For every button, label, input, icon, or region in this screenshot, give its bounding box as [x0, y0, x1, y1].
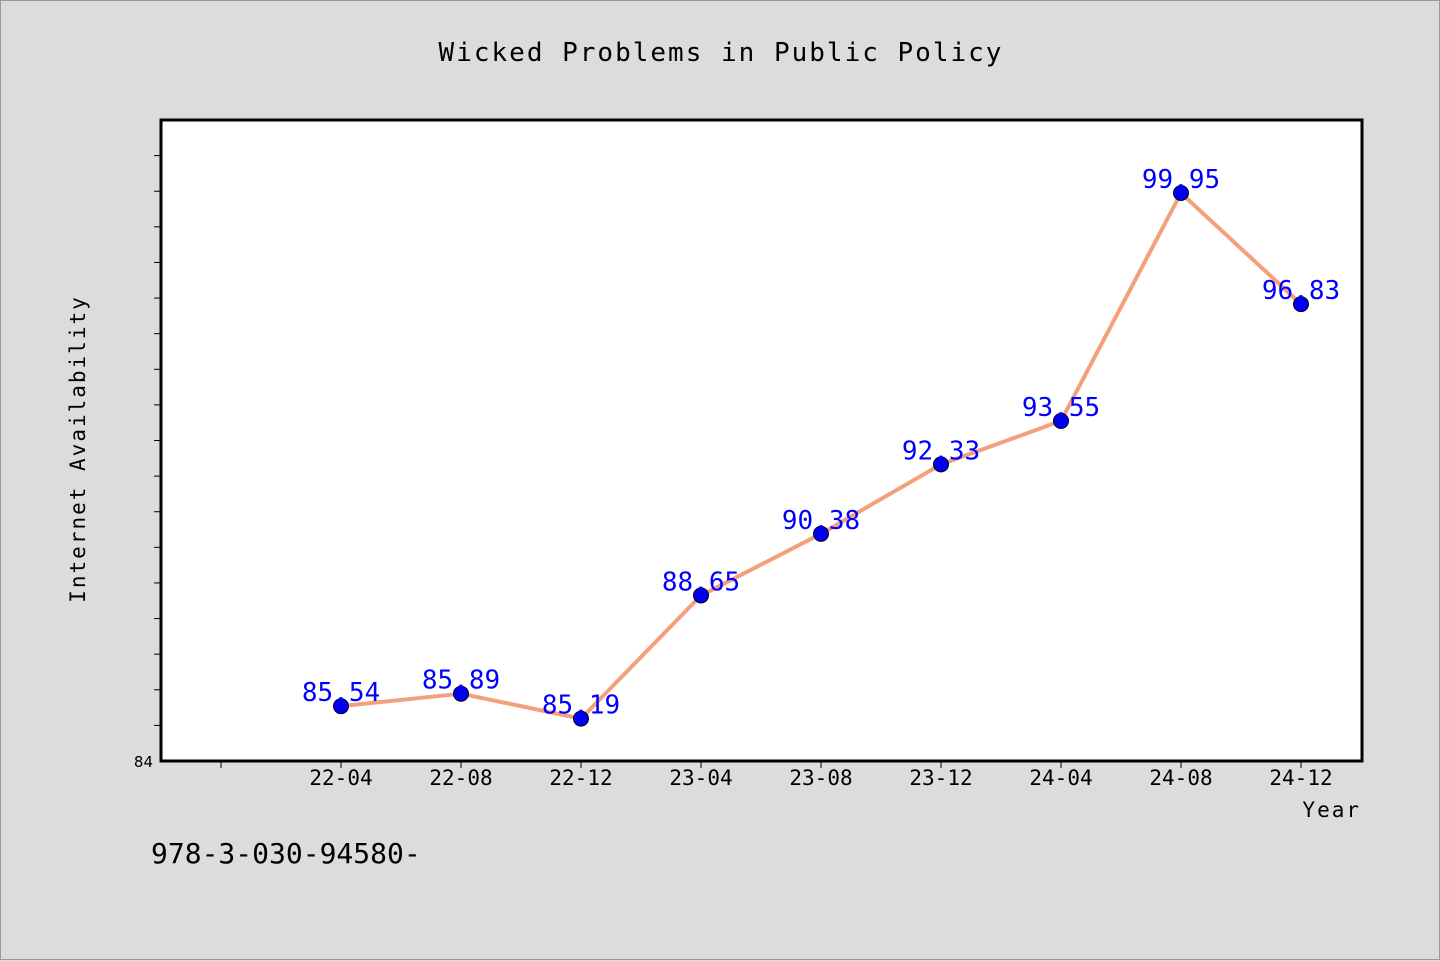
data-label: 88.65	[662, 567, 740, 597]
x-tick-label: 22-04	[309, 766, 372, 790]
series-layer: 85.54 85.89 85.19 88.65 90.38 92.33 93.55 99.95…	[302, 165, 1340, 727]
x-tick-label: 22-12	[549, 766, 612, 790]
data-label: 92.33	[902, 436, 980, 466]
x-axis-label: Year	[1302, 798, 1361, 822]
x-tick-label: 23-08	[789, 766, 852, 790]
data-label: 85.54	[302, 678, 380, 708]
y-axis-label: Internet Availability	[66, 295, 90, 603]
x-tick-label: 22-08	[429, 766, 492, 790]
data-point	[693, 587, 709, 604]
data-point	[813, 525, 829, 542]
data-label: 85.89	[422, 666, 500, 696]
data-point	[1293, 296, 1309, 313]
data-label: 90.38	[782, 506, 860, 536]
plot-area	[159, 118, 1364, 763]
data-point	[933, 456, 949, 473]
data-label: 93.55	[1022, 393, 1100, 423]
x-axis-ticks: 22-04 22-08 22-12 23-04 23-08 23-12 24-04 24-08…	[220, 761, 1333, 790]
data-point	[1173, 185, 1189, 202]
x-tick-label: 24-04	[1029, 766, 1092, 790]
chart-title: Wicked Problems in Public Policy	[439, 38, 1004, 68]
data-label: 99.95	[1142, 165, 1220, 195]
data-point	[573, 710, 589, 727]
y-tick-label: 84	[134, 753, 153, 771]
data-point	[333, 698, 349, 715]
footer-isbn-text: 978-3-030-94580-	[151, 837, 421, 870]
data-label: 85.19	[542, 691, 620, 721]
data-point	[453, 685, 469, 702]
data-point	[1053, 412, 1069, 429]
x-tick-label: 23-04	[669, 766, 732, 790]
x-tick-label: 24-12	[1269, 766, 1332, 790]
x-tick-label: 23-12	[909, 766, 972, 790]
data-label: 96.83	[1262, 276, 1340, 306]
x-tick-label: 24-08	[1149, 766, 1212, 790]
y-axis-ticks	[154, 155, 161, 726]
